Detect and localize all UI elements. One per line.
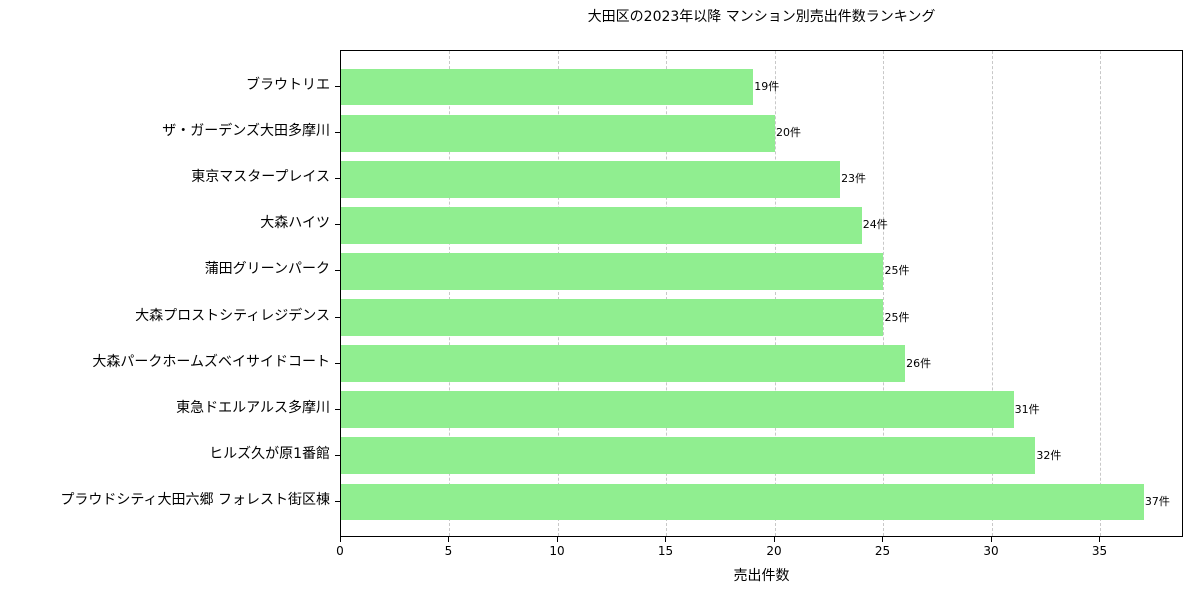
y-tick-label: 大森ハイツ bbox=[260, 215, 330, 232]
x-tick-label: 25 bbox=[874, 544, 891, 558]
y-tick bbox=[335, 132, 340, 134]
bar-value-label: 19件 bbox=[754, 80, 780, 94]
x-tick bbox=[1099, 537, 1101, 542]
bar-value-label: 20件 bbox=[775, 126, 801, 140]
x-tick bbox=[773, 537, 775, 542]
bar-value-label: 23件 bbox=[841, 172, 867, 186]
bar-value-label: 25件 bbox=[884, 310, 910, 324]
y-tick bbox=[335, 86, 340, 88]
chart-title: 大田区の2023年以降 マンション別売出件数ランキング bbox=[587, 9, 936, 25]
x-tick-label: 35 bbox=[1091, 544, 1108, 558]
x-tick bbox=[556, 537, 558, 542]
bar-value-label: 25件 bbox=[884, 264, 910, 278]
y-tick bbox=[335, 500, 340, 502]
bar bbox=[341, 253, 884, 290]
bar bbox=[341, 160, 841, 198]
x-tick-label: 0 bbox=[336, 544, 344, 558]
y-tick-label: 大森パークホームズベイサイドコート bbox=[92, 353, 330, 370]
gridline bbox=[666, 51, 668, 536]
gridline bbox=[1100, 51, 1102, 536]
bar-value-label: 26件 bbox=[906, 356, 932, 370]
y-tick bbox=[335, 178, 340, 180]
x-tick-label: 15 bbox=[657, 544, 674, 558]
x-tick-label: 20 bbox=[766, 544, 782, 558]
x-tick bbox=[665, 537, 667, 542]
gridline bbox=[557, 51, 559, 536]
gridline bbox=[774, 51, 776, 536]
bar bbox=[341, 114, 775, 152]
bar-value-label: 24件 bbox=[862, 218, 888, 232]
y-tick-label: ブラウトリエ bbox=[246, 77, 330, 94]
gridline bbox=[991, 51, 993, 536]
y-tick-label: ヒルズ久が原1番館 bbox=[209, 445, 330, 462]
x-tick-label: 10 bbox=[549, 544, 565, 558]
x-tick bbox=[448, 537, 450, 542]
bar-value-label: 37件 bbox=[1144, 494, 1170, 508]
y-tick bbox=[335, 362, 340, 364]
bar bbox=[341, 391, 1014, 429]
bar bbox=[341, 437, 1036, 475]
bar bbox=[341, 206, 862, 244]
bar bbox=[341, 299, 884, 336]
y-tick-label: 東急ドエルアルス多摩川 bbox=[176, 399, 330, 416]
plot-area: 19件 20件 23件 24件 25件 25件 26件 31件 32件 37件 bbox=[340, 50, 1183, 537]
y-tick-label: プラウドシティ大田六郷 フォレスト街区棟 bbox=[60, 491, 330, 508]
y-tick-label: ザ・ガーデンズ大田多摩川 bbox=[162, 123, 330, 140]
y-tick bbox=[335, 408, 340, 410]
y-tick-label: 蒲田グリーンパーク bbox=[204, 261, 330, 278]
gridline bbox=[449, 51, 451, 536]
y-tick bbox=[335, 224, 340, 226]
bar-value-label: 31件 bbox=[1014, 402, 1040, 416]
y-tick bbox=[335, 270, 340, 272]
y-tick-label: 東京マスタープレイス bbox=[191, 169, 330, 186]
y-tick bbox=[335, 316, 340, 318]
gridline bbox=[883, 51, 885, 536]
bar bbox=[341, 68, 754, 106]
x-tick bbox=[340, 537, 341, 542]
bar bbox=[341, 483, 1144, 521]
y-tick bbox=[335, 454, 340, 456]
x-tick bbox=[882, 537, 884, 542]
x-axis-label: 売出件数 bbox=[733, 568, 790, 584]
x-tick-label: 30 bbox=[983, 544, 999, 558]
bar-value-label: 32件 bbox=[1036, 448, 1062, 462]
y-tick-label: 大森プロストシティレジデンス bbox=[135, 307, 330, 324]
x-tick-label: 5 bbox=[444, 544, 453, 558]
bar bbox=[341, 345, 906, 383]
x-tick bbox=[990, 537, 992, 542]
